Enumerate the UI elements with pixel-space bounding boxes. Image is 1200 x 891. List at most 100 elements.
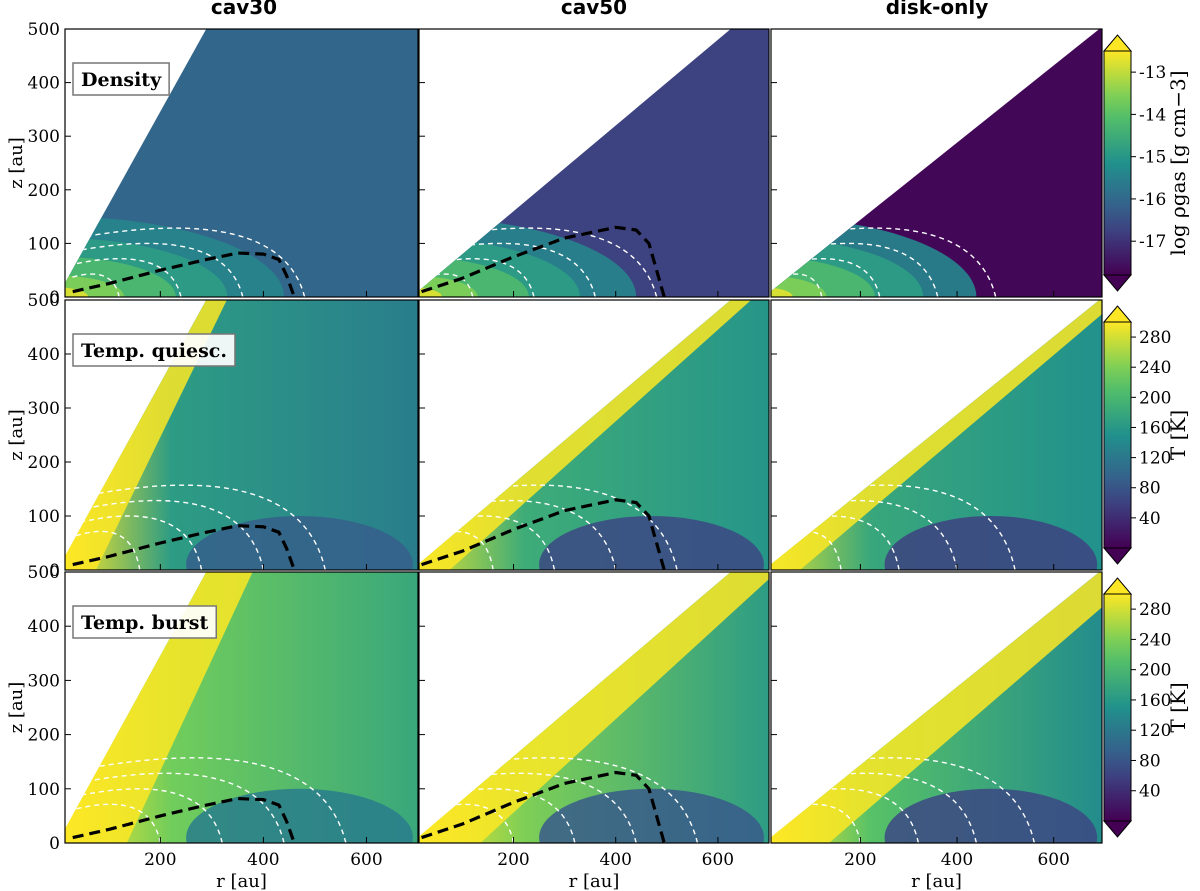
panel-0-0: 0 100 200 300 400 500 z [au] Density bbox=[6, 20, 419, 308]
x-tick-label: 600 bbox=[1037, 850, 1069, 870]
cold-midplane bbox=[186, 788, 413, 843]
y-axis-label: z [au] bbox=[6, 682, 27, 734]
hot-wall bbox=[419, 300, 752, 570]
colorbar-tick-label: 160 bbox=[1139, 691, 1171, 711]
disk-layer bbox=[419, 287, 442, 297]
panel-frame bbox=[770, 299, 1103, 571]
disk-boundary-line bbox=[72, 251, 296, 298]
colorbar-extend-bottom bbox=[1102, 547, 1133, 565]
x-tick-label: 200 bbox=[144, 850, 176, 870]
panel-frame bbox=[64, 571, 419, 844]
hot-wall bbox=[65, 572, 253, 843]
contour-line bbox=[423, 258, 535, 297]
disk-boundary-line bbox=[72, 524, 296, 571]
cold-midplane bbox=[186, 516, 413, 570]
colorbar-extend-top bbox=[1102, 34, 1133, 52]
panel-field-2-1 bbox=[419, 572, 769, 843]
colorbar-tick-label: 280 bbox=[1139, 600, 1171, 620]
y-tick-label: 200 bbox=[28, 453, 60, 473]
colorbar-tick-label: 160 bbox=[1139, 418, 1171, 438]
disk-layer bbox=[771, 287, 793, 297]
contour-line bbox=[70, 258, 182, 297]
panel-1-2 bbox=[770, 299, 1103, 571]
row-label-1: Temp. quiesc. bbox=[81, 340, 227, 362]
contour-line bbox=[69, 273, 120, 297]
x-tick-label: 400 bbox=[599, 850, 631, 870]
row-label-box bbox=[72, 62, 170, 96]
colorbar-tick-label: 120 bbox=[1139, 721, 1171, 741]
colorbar-tick-label: 240 bbox=[1139, 630, 1171, 650]
y-tick-label: 100 bbox=[28, 234, 60, 254]
colorbar-tick-label: 280 bbox=[1139, 328, 1171, 348]
y-axis-label: z [au] bbox=[6, 409, 27, 461]
contour-line bbox=[70, 757, 347, 843]
column-title-cav50: cav50 bbox=[561, 0, 627, 19]
cold-midplane bbox=[539, 516, 764, 570]
colorbar-tick-label: -16 bbox=[1139, 190, 1166, 210]
column-title-disk-only: disk-only bbox=[886, 0, 989, 19]
x-tick-label: 600 bbox=[702, 850, 734, 870]
colorbar-body bbox=[1103, 321, 1132, 549]
colorbar-body bbox=[1103, 593, 1132, 822]
colorbar-1: 280 240 200 160 120 80 40 T [K] bbox=[1102, 305, 1190, 565]
disk-layer bbox=[419, 275, 478, 297]
colorbar-extend-bottom bbox=[1102, 274, 1133, 292]
colorbars: -13 -14 -15 -16 -17 log ρgas [g cm−3] 280 240 20… bbox=[1102, 34, 1190, 838]
y-tick-label: 300 bbox=[28, 671, 60, 691]
disk-boundary-line bbox=[72, 796, 296, 844]
y-tick-label: 0 bbox=[49, 834, 60, 854]
x-axis-label: r [au] bbox=[216, 871, 267, 891]
disk-layer bbox=[65, 287, 89, 297]
disk-layer bbox=[419, 238, 580, 297]
y-tick-label: 300 bbox=[28, 399, 60, 419]
colorbar-tick-label: 240 bbox=[1139, 358, 1171, 378]
labels: cav30 cav50 disk-only bbox=[211, 0, 988, 19]
x-tick-label: 400 bbox=[247, 850, 279, 870]
contour-line bbox=[70, 772, 285, 843]
y-tick-label: 0 bbox=[49, 561, 60, 581]
hot-wall bbox=[419, 572, 769, 843]
panel-frame bbox=[418, 571, 770, 844]
colorbar-tick-label: 80 bbox=[1139, 751, 1161, 771]
contour-line bbox=[70, 484, 326, 570]
contour-line bbox=[69, 530, 141, 570]
colorbar-tick-label: 40 bbox=[1139, 782, 1161, 802]
contour-line bbox=[70, 788, 223, 843]
colorbar-tick-label: -15 bbox=[1139, 148, 1166, 168]
y-tick-label: 100 bbox=[28, 507, 60, 527]
row-label-2: Temp. burst bbox=[81, 612, 208, 634]
disk-boundary-line bbox=[421, 770, 666, 844]
cold-midplane bbox=[884, 516, 1098, 570]
contour-line bbox=[423, 757, 699, 843]
colorbar-extend-top bbox=[1102, 577, 1133, 595]
contour-line bbox=[69, 499, 265, 570]
y-tick-label: 500 bbox=[28, 20, 60, 40]
contour-line bbox=[423, 242, 596, 297]
y-tick-label: 500 bbox=[28, 563, 60, 583]
x-tick-label: 400 bbox=[941, 850, 973, 870]
row-label-box bbox=[72, 605, 217, 639]
colorbar-tick-label: -13 bbox=[1139, 63, 1166, 83]
colorbar-label: T [K] bbox=[1166, 682, 1190, 732]
contour-line bbox=[70, 227, 306, 297]
x-tick-label: 600 bbox=[350, 850, 382, 870]
colorbar-tick-label: -17 bbox=[1139, 232, 1166, 252]
colorbar-tick-label: 80 bbox=[1139, 479, 1161, 499]
x-axis-label: r [au] bbox=[569, 871, 620, 891]
colorbar-tick-label: -14 bbox=[1139, 105, 1166, 125]
colorbar-label: T [K] bbox=[1166, 410, 1190, 460]
contour-line bbox=[69, 515, 203, 570]
y-tick-label: 400 bbox=[28, 345, 60, 365]
hot-wall bbox=[771, 572, 1102, 843]
disk-layer bbox=[771, 256, 875, 297]
colorbar-tick-label: 200 bbox=[1139, 388, 1171, 408]
panel-frame bbox=[418, 28, 770, 298]
contour-line bbox=[423, 530, 494, 570]
hot-wall bbox=[771, 300, 1102, 570]
panel-frame bbox=[64, 28, 419, 298]
panel-1-1 bbox=[418, 299, 770, 571]
disk-boundary-line bbox=[421, 225, 666, 298]
contour-line bbox=[775, 242, 939, 297]
hot-wall bbox=[65, 300, 227, 570]
